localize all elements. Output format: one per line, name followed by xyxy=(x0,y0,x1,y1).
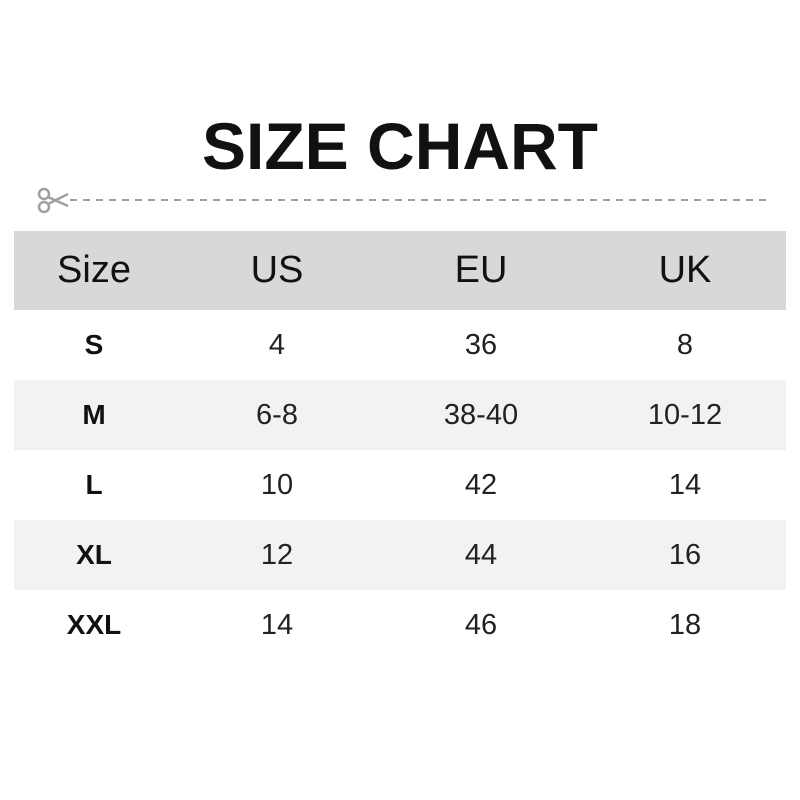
uk-cell: 18 xyxy=(668,608,702,641)
us-cell: 6-8 xyxy=(256,398,298,431)
size-table: Size US EU UK S 4 36 8 M 6-8 38-40 10-12 L 10 42 14… xyxy=(14,231,786,660)
header-eu: EU xyxy=(454,249,508,291)
table-row: M 6-8 38-40 10-12 xyxy=(14,380,786,450)
us-cell: 10 xyxy=(260,468,294,501)
size-cell: XXL xyxy=(66,609,122,640)
uk-cell: 10-12 xyxy=(647,398,723,431)
table-row: XXL 14 46 18 xyxy=(14,590,786,660)
size-cell: S xyxy=(84,329,104,360)
table-row: S 4 36 8 xyxy=(14,310,786,380)
table-header-row: Size US EU UK xyxy=(14,231,786,310)
uk-cell: 16 xyxy=(668,538,702,571)
size-cell: L xyxy=(85,469,103,500)
table-row: XL 12 44 16 xyxy=(14,520,786,590)
uk-cell: 14 xyxy=(668,468,702,501)
eu-cell: 38-40 xyxy=(443,398,519,431)
eu-cell: 42 xyxy=(464,468,498,501)
us-cell: 4 xyxy=(268,328,286,361)
eu-cell: 36 xyxy=(464,328,498,361)
header-size: Size xyxy=(57,249,131,291)
header-uk: UK xyxy=(658,249,712,291)
size-cell: XL xyxy=(76,539,112,570)
eu-cell: 44 xyxy=(464,538,498,571)
uk-cell: 8 xyxy=(676,328,694,361)
cut-line-divider xyxy=(37,187,766,214)
eu-cell: 46 xyxy=(464,608,498,641)
page-title: SIZE CHART xyxy=(202,109,598,183)
scissors-icon xyxy=(37,187,69,214)
size-cell: M xyxy=(82,399,106,430)
us-cell: 12 xyxy=(260,538,294,571)
header-us: US xyxy=(250,249,304,291)
us-cell: 14 xyxy=(260,608,294,641)
table-row: L 10 42 14 xyxy=(14,450,786,520)
